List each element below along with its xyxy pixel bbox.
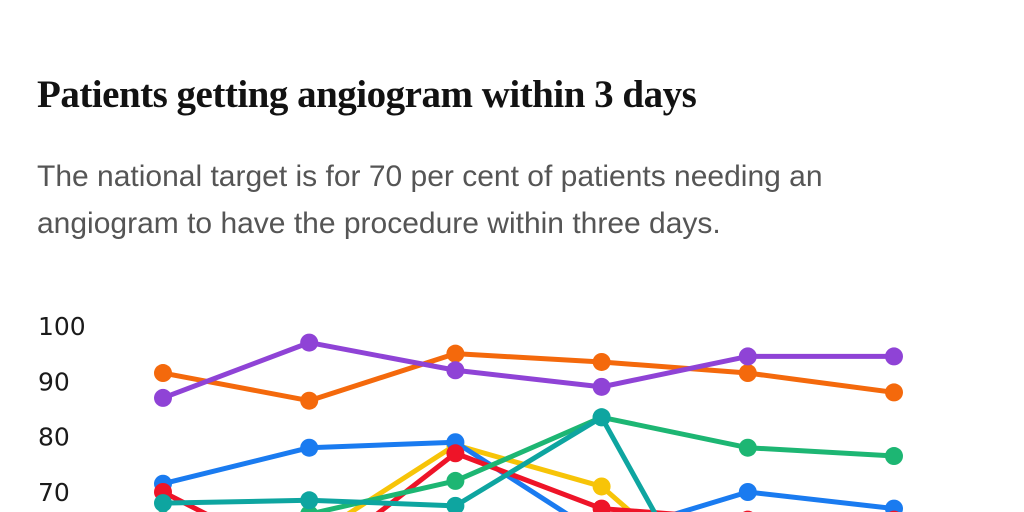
series-yellow-line — [346, 442, 635, 512]
y-tick-label: 70 — [38, 478, 70, 507]
series-blue-line — [160, 439, 897, 512]
series-green-line — [299, 414, 897, 512]
data-point-orange — [592, 352, 611, 371]
series-orange — [154, 344, 903, 410]
data-point-purple — [738, 347, 757, 366]
data-point-teal — [446, 496, 465, 512]
y-tick-label: 90 — [38, 367, 70, 396]
data-point-teal — [300, 491, 319, 510]
data-point-purple — [446, 361, 465, 380]
subtitle-line-2: angiogram to have the procedure within t… — [37, 207, 721, 240]
data-point-red — [592, 499, 611, 512]
series-teal — [154, 408, 658, 512]
data-point-orange — [885, 383, 903, 402]
data-point-orange — [300, 391, 319, 410]
data-point-green — [738, 438, 757, 457]
series-teal-line — [160, 414, 658, 512]
data-point-purple — [300, 333, 319, 352]
series-purple-line — [160, 340, 897, 401]
y-axis: 100 90 80 70 — [38, 312, 86, 507]
data-point-orange — [738, 364, 757, 383]
data-point-orange — [446, 344, 465, 363]
y-tick-label: 100 — [38, 312, 86, 341]
data-point-red — [446, 444, 465, 463]
data-point-teal — [154, 494, 172, 512]
data-point-green — [446, 471, 465, 490]
series-purple — [154, 333, 903, 407]
y-tick-label: 80 — [38, 423, 70, 452]
subtitle-line-1: The national target is for 70 per cent o… — [37, 160, 823, 193]
series-red — [154, 444, 899, 512]
data-point-purple — [154, 388, 172, 407]
series-red-line — [160, 450, 680, 512]
data-point-orange — [154, 364, 172, 383]
data-point-blue — [885, 499, 903, 512]
data-point-green — [885, 447, 903, 466]
data-point-blue — [738, 483, 757, 501]
data-point-blue — [300, 438, 319, 457]
data-point-purple — [885, 347, 903, 366]
data-point-teal — [592, 408, 611, 427]
series-orange-line — [160, 351, 897, 404]
data-point-purple — [592, 377, 611, 396]
chart-subtitle: The national target is for 70 per cent o… — [37, 153, 823, 247]
page-title: Patients getting angiogram within 3 days — [37, 73, 697, 116]
data-point-yellow — [592, 477, 611, 496]
